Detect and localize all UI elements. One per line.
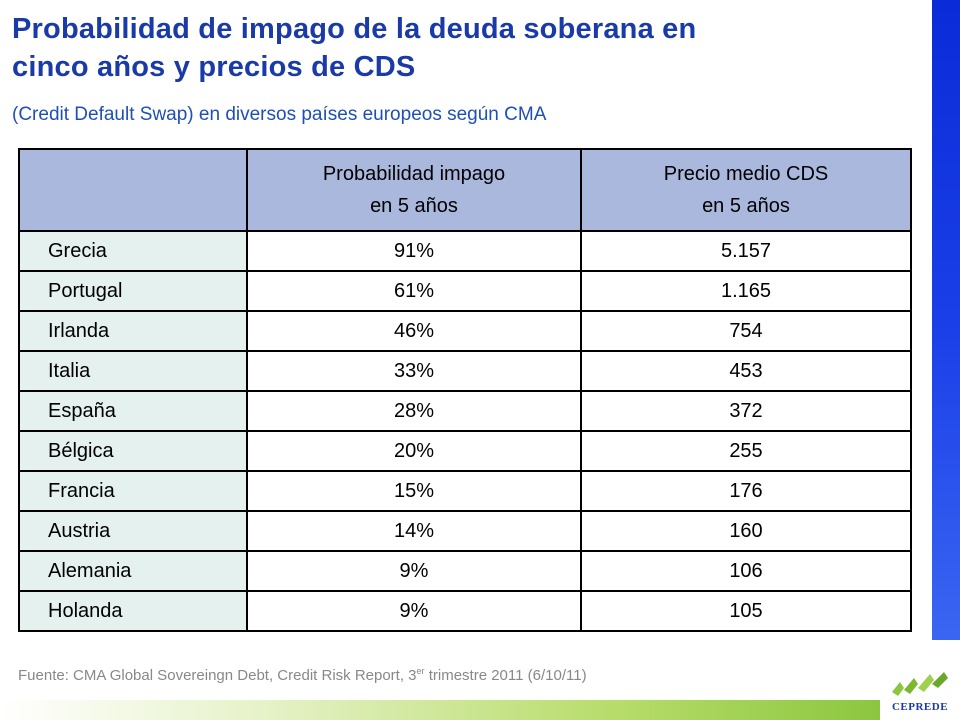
table-header-row: Probabilidad impago en 5 años Precio med… xyxy=(18,148,912,232)
country-cell: Portugal xyxy=(18,270,248,312)
probability-cell: 15% xyxy=(246,470,582,512)
probability-cell: 28% xyxy=(246,390,582,432)
table-row: Holanda 9% 105 xyxy=(18,590,912,632)
table-row: Austria 14% 160 xyxy=(18,510,912,552)
right-accent-bar xyxy=(932,0,960,640)
cds-cell: 106 xyxy=(580,550,912,592)
table-row: Alemania 9% 106 xyxy=(18,550,912,592)
cds-cell: 1.165 xyxy=(580,270,912,312)
cds-cell: 5.157 xyxy=(580,230,912,272)
country-cell: España xyxy=(18,390,248,432)
country-cell: Italia xyxy=(18,350,248,392)
probability-cell: 91% xyxy=(246,230,582,272)
country-cell: Bélgica xyxy=(18,430,248,472)
table-row: Bélgica 20% 255 xyxy=(18,430,912,472)
cds-cell: 453 xyxy=(580,350,912,392)
header-probability: Probabilidad impago en 5 años xyxy=(246,148,582,232)
probability-cell: 20% xyxy=(246,430,582,472)
title-line-1: Probabilidad de impago de la deuda sober… xyxy=(12,13,697,45)
slide-title: Probabilidad de impago de la deuda sober… xyxy=(12,10,912,86)
title-line-2: cinco años y precios de CDS xyxy=(12,51,416,83)
country-cell: Holanda xyxy=(18,590,248,632)
cds-cell: 372 xyxy=(580,390,912,432)
cds-cell: 754 xyxy=(580,310,912,352)
country-cell: Austria xyxy=(18,510,248,552)
ceprede-logo-icon xyxy=(892,672,948,696)
probability-cell: 9% xyxy=(246,550,582,592)
source-note: Fuente: CMA Global Sovereingn Debt, Cred… xyxy=(18,666,587,684)
country-cell: Irlanda xyxy=(18,310,248,352)
cds-cell: 176 xyxy=(580,470,912,512)
table-row: Francia 15% 176 xyxy=(18,470,912,512)
table-row: Irlanda 46% 754 xyxy=(18,310,912,352)
logo-text: CEPREDE xyxy=(891,701,949,713)
table-row: Portugal 61% 1.165 xyxy=(18,270,912,312)
bottom-accent-bar xyxy=(0,700,880,720)
cds-cell: 255 xyxy=(580,430,912,472)
probability-cell: 14% xyxy=(246,510,582,552)
cds-table: Probabilidad impago en 5 años Precio med… xyxy=(18,148,912,632)
header-cds-price: Precio medio CDS en 5 años xyxy=(580,148,912,232)
table-row: Grecia 91% 5.157 xyxy=(18,230,912,272)
cds-cell: 160 xyxy=(580,510,912,552)
ceprede-logo: CEPREDE xyxy=(882,670,958,718)
cds-cell: 105 xyxy=(580,590,912,632)
country-cell: Francia xyxy=(18,470,248,512)
country-cell: Alemania xyxy=(18,550,248,592)
probability-cell: 33% xyxy=(246,350,582,392)
table-row: España 28% 372 xyxy=(18,390,912,432)
probability-cell: 46% xyxy=(246,310,582,352)
probability-cell: 61% xyxy=(246,270,582,312)
slide-subtitle: (Credit Default Swap) en diversos países… xyxy=(12,104,547,125)
table-row: Italia 33% 453 xyxy=(18,350,912,392)
probability-cell: 9% xyxy=(246,590,582,632)
header-empty-cell xyxy=(18,148,248,232)
country-cell: Grecia xyxy=(18,230,248,272)
